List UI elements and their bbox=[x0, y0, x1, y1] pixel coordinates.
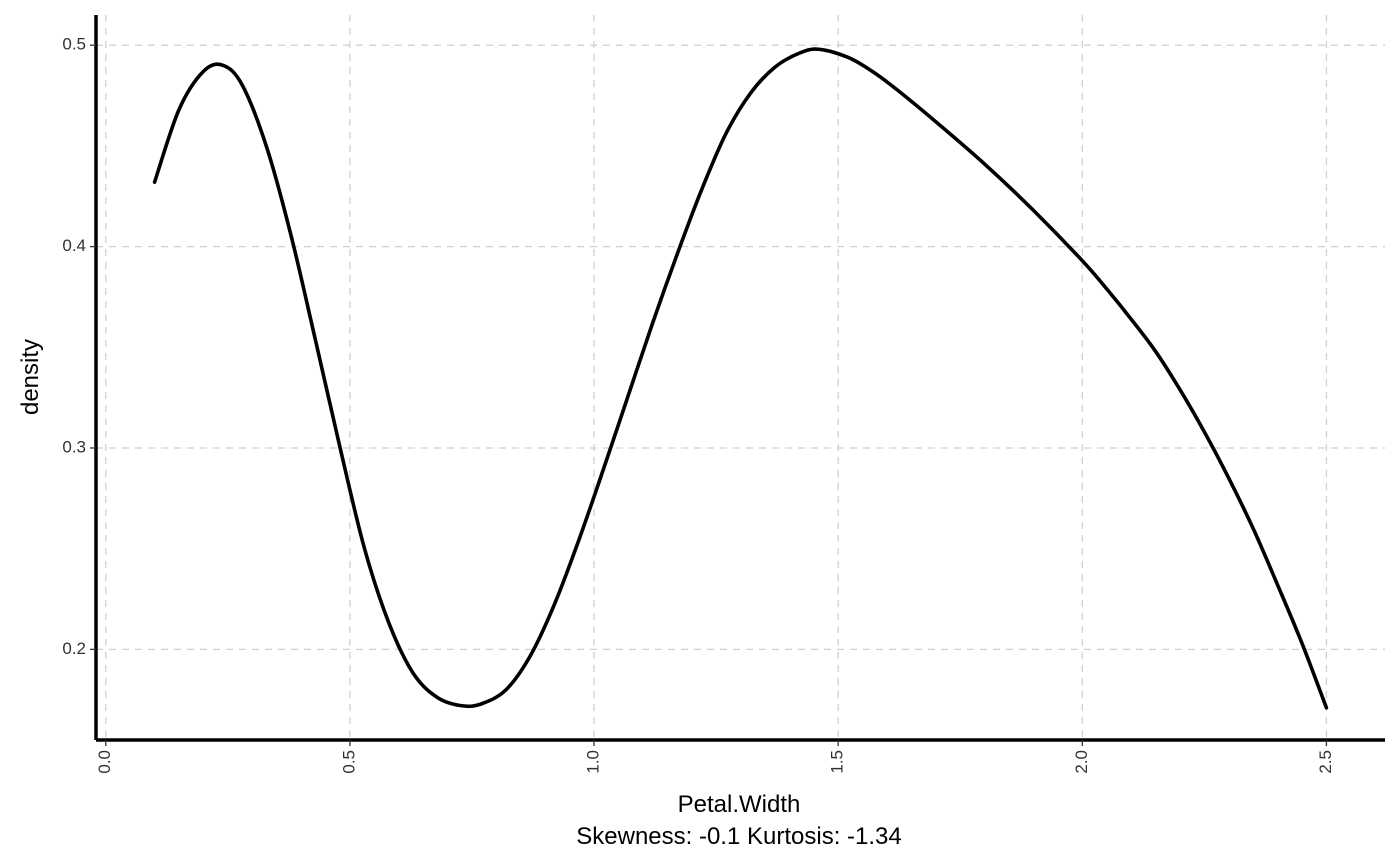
axes bbox=[90, 15, 1385, 746]
series-layer bbox=[152, 47, 1329, 710]
x-tick-label-3: 1.5 bbox=[828, 750, 847, 774]
y-tick-label-0: 0.2 bbox=[62, 639, 86, 658]
y-tick-label-2: 0.4 bbox=[62, 236, 86, 255]
x-tick-label-5: 2.5 bbox=[1316, 750, 1335, 774]
y-tick-label-3: 0.5 bbox=[62, 35, 86, 54]
y-tick-label-1: 0.3 bbox=[62, 437, 86, 456]
y-axis-title: density bbox=[17, 339, 44, 415]
x-axis-title: Petal.Width bbox=[678, 791, 801, 818]
tick-labels: 0.0 0.5 1.0 1.5 2.0 2.5 0.2 0.3 0.4 0.5 bbox=[62, 35, 1335, 774]
grid-lines bbox=[96, 15, 1385, 740]
x-tick-label-4: 2.0 bbox=[1072, 750, 1091, 774]
density-curve-0 bbox=[152, 47, 1329, 710]
x-tick-label-2: 1.0 bbox=[584, 750, 603, 774]
chart-caption: Skewness: -0.1 Kurtosis: -1.34 bbox=[576, 823, 901, 850]
x-tick-label-0: 0.0 bbox=[95, 750, 114, 774]
x-tick-label-1: 0.5 bbox=[339, 750, 358, 774]
